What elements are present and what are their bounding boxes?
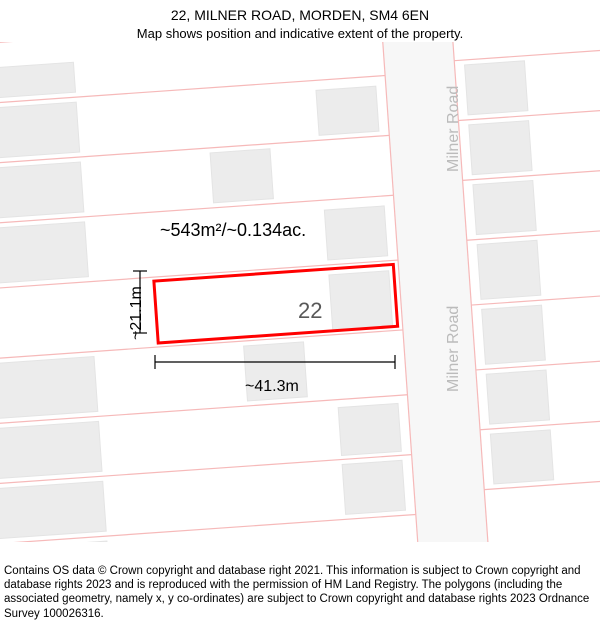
copyright-footer: Contains OS data © Crown copyright and d… <box>4 564 596 622</box>
header: 22, MILNER ROAD, MORDEN, SM4 6EN Map sho… <box>0 0 600 42</box>
width-dimension-label: ~41.3m <box>245 378 299 396</box>
map-canvas: ~543m²/~0.134ac. 22 ~21.1m ~41.3m Milner… <box>0 42 600 542</box>
subtitle-line: Map shows position and indicative extent… <box>0 25 600 43</box>
house-number-label: 22 <box>298 298 322 324</box>
title-line: 22, MILNER ROAD, MORDEN, SM4 6EN <box>0 6 600 25</box>
map-svg <box>0 42 600 542</box>
road-label: Milner Road <box>445 86 463 172</box>
height-dimension-label: ~21.1m <box>128 287 146 341</box>
area-label: ~543m²/~0.134ac. <box>160 220 306 241</box>
road-label: Milner Road <box>445 306 463 392</box>
